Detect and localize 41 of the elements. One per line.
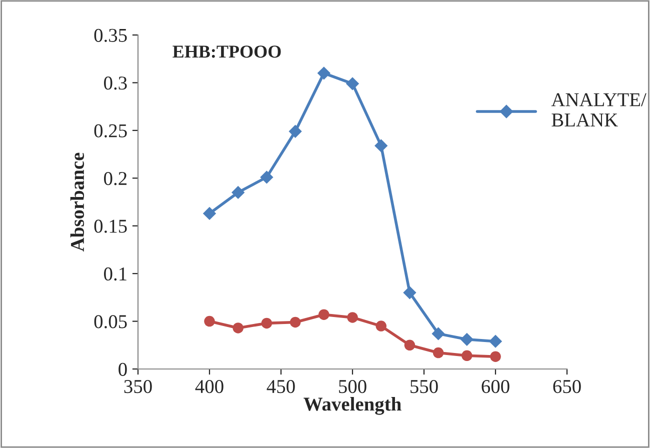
point bbox=[260, 170, 274, 184]
point bbox=[376, 320, 386, 332]
point bbox=[290, 316, 301, 328]
point bbox=[232, 322, 244, 334]
y-tick-label: 0.05 bbox=[94, 315, 127, 328]
point bbox=[488, 334, 502, 348]
y-tick-label: 0.15 bbox=[94, 220, 127, 233]
point bbox=[404, 340, 416, 351]
point bbox=[490, 351, 501, 362]
point bbox=[374, 139, 388, 152]
point bbox=[347, 312, 358, 323]
y-tick-label: 0.2 bbox=[104, 172, 127, 186]
x-axis-title: Wavelength bbox=[304, 397, 402, 415]
y-tick-label: 0.1 bbox=[104, 267, 126, 281]
x-tick-label: 500 bbox=[339, 380, 366, 394]
point bbox=[288, 124, 302, 138]
point bbox=[432, 347, 444, 358]
point bbox=[317, 66, 330, 80]
x-tick-label: 350 bbox=[124, 380, 152, 394]
y-tick-label: 0.25 bbox=[94, 124, 127, 138]
point bbox=[432, 327, 445, 340]
point bbox=[460, 332, 474, 346]
point bbox=[462, 350, 472, 362]
point bbox=[403, 286, 416, 300]
point bbox=[232, 186, 245, 200]
x-tick-label: 550 bbox=[410, 380, 438, 394]
x-tick-label: 450 bbox=[266, 380, 295, 394]
y-axis-title: Absorbance bbox=[70, 152, 84, 252]
point bbox=[202, 206, 216, 220]
point bbox=[346, 77, 360, 90]
legend-label: ANALYTE/ BLANK bbox=[551, 93, 646, 126]
point bbox=[261, 318, 272, 329]
point bbox=[204, 316, 215, 327]
chart-title: EHB:TPOOO bbox=[172, 46, 281, 58]
y-tick-label: 0 bbox=[118, 362, 127, 376]
y-tick-label: 0.3 bbox=[104, 76, 127, 90]
point bbox=[318, 309, 330, 320]
y-tick-label: 0.35 bbox=[94, 28, 127, 42]
x-tick-label: 400 bbox=[195, 380, 224, 394]
x-tick-label: 600 bbox=[482, 380, 510, 394]
x-tick-label: 650 bbox=[553, 380, 581, 394]
